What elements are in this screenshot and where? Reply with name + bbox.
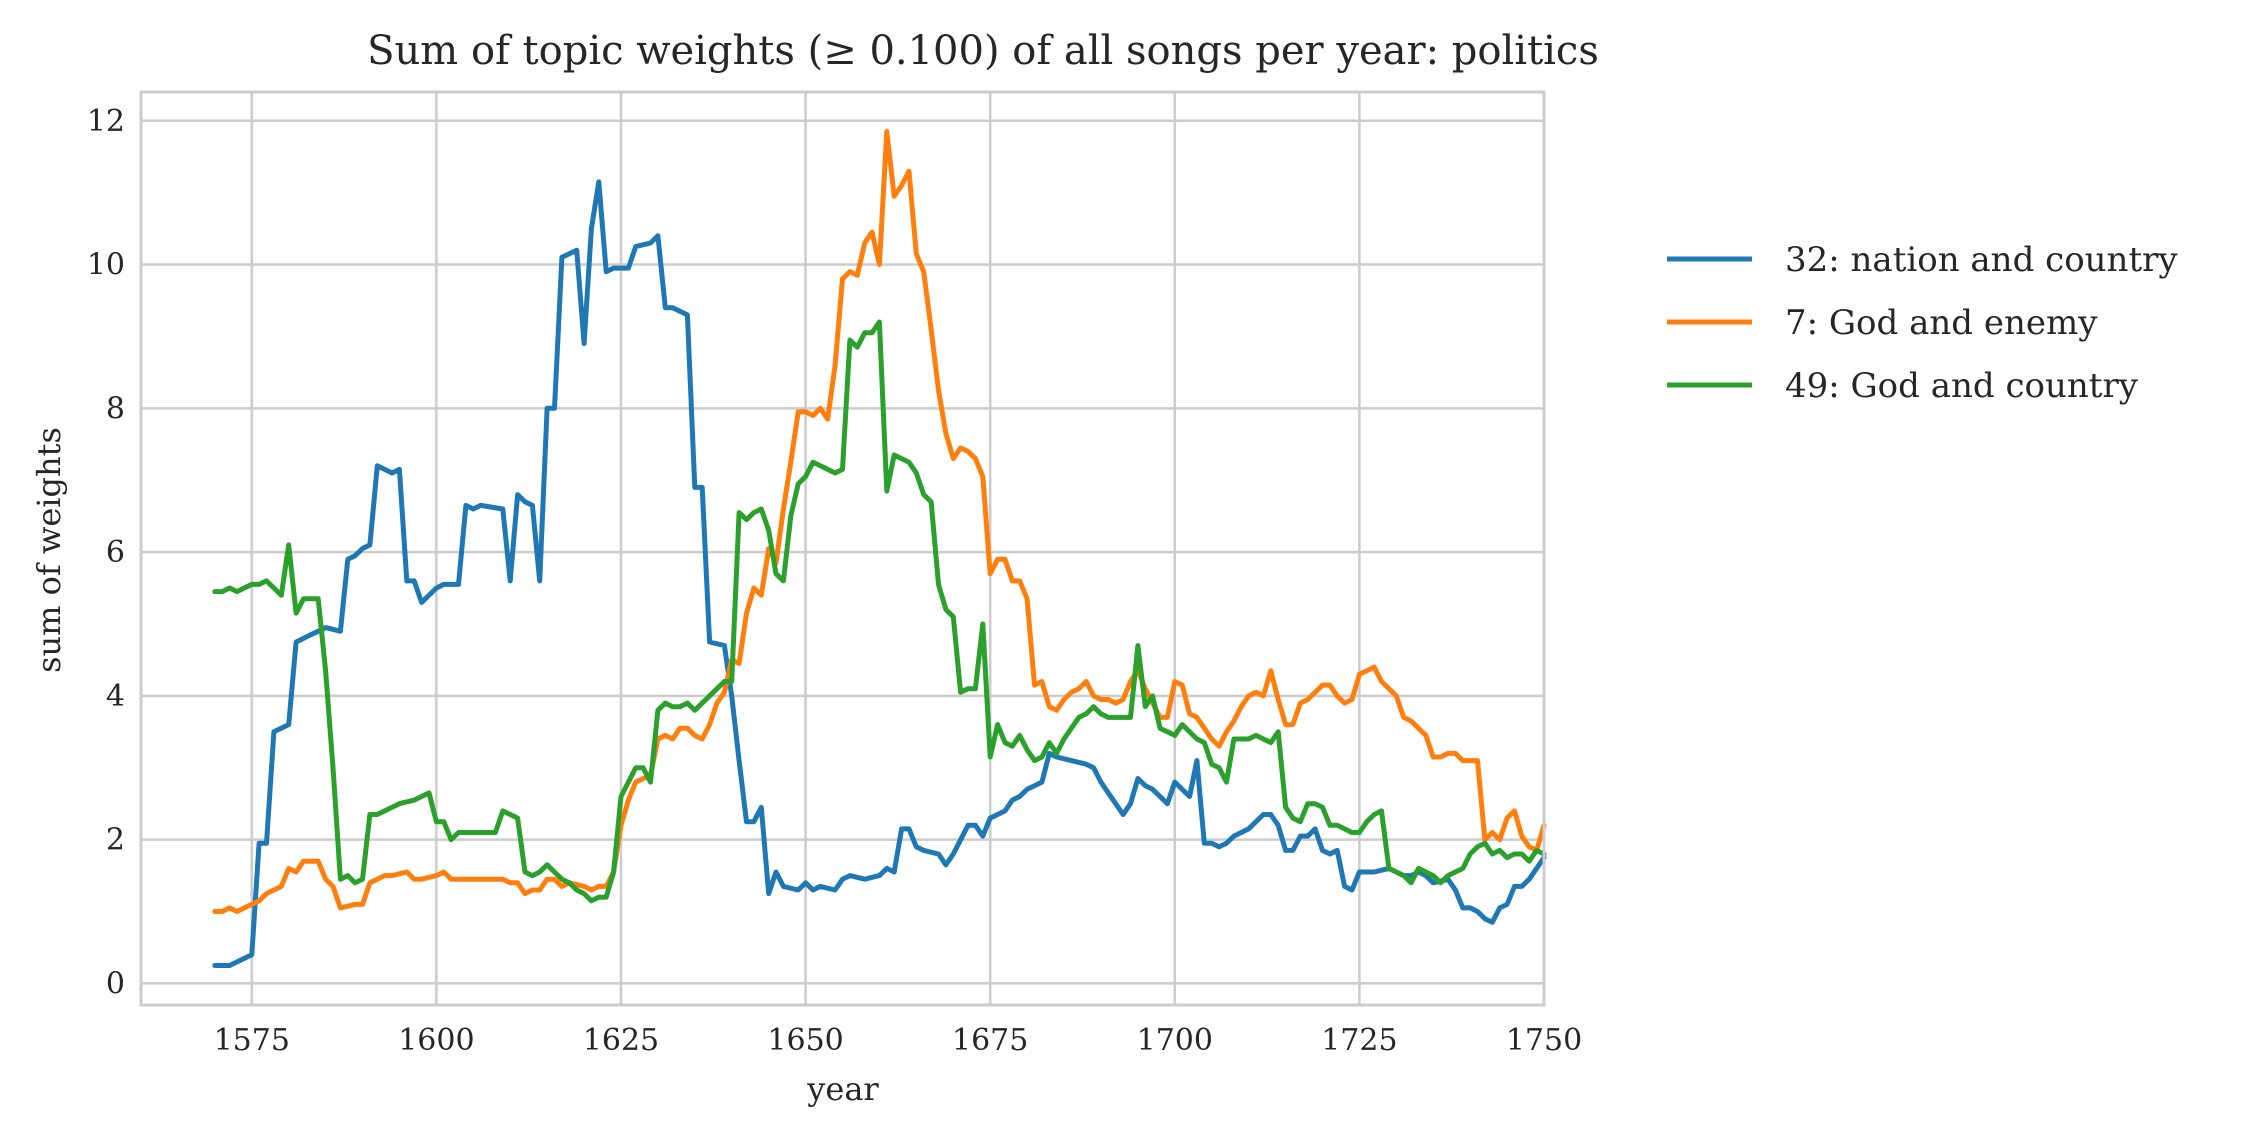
series-line-2 xyxy=(212,129,1547,914)
series-lines xyxy=(212,129,1547,968)
y-tick-labels: 0 2 4 6 8 10 12 xyxy=(87,104,125,1002)
y-tick-label: 6 xyxy=(106,535,125,570)
x-tick-label: 1625 xyxy=(583,1023,659,1058)
x-tick-label: 1575 xyxy=(214,1023,290,1058)
y-tick-label: 12 xyxy=(87,104,125,139)
series-line-1 xyxy=(212,179,1547,968)
legend-label-3: 49: God and country xyxy=(1785,366,2139,406)
legend-label-2: 7: God and enemy xyxy=(1785,303,2098,343)
x-tick-labels: 1575 1600 1625 1650 1675 1700 1725 1750 xyxy=(214,1023,1583,1058)
y-tick-label: 0 xyxy=(106,966,125,1001)
x-tick-label: 1750 xyxy=(1506,1023,1582,1058)
x-tick-label: 1700 xyxy=(1137,1023,1213,1058)
x-tick-label: 1650 xyxy=(767,1023,843,1058)
y-tick-label: 2 xyxy=(106,823,125,858)
legend: 32: nation and country 7: God and enemy 49… xyxy=(1667,240,2178,406)
series-line-3 xyxy=(212,319,1547,904)
chart-title: Sum of topic weights (≥ 0.100) of all so… xyxy=(367,28,1599,74)
x-tick-label: 1600 xyxy=(398,1023,474,1058)
y-axis-label: sum of weights xyxy=(30,427,68,673)
y-gridlines xyxy=(141,119,1544,985)
y-tick-label: 8 xyxy=(106,391,125,426)
legend-label-1: 32: nation and country xyxy=(1785,240,2178,280)
x-tick-label: 1725 xyxy=(1321,1023,1397,1058)
y-tick-label: 4 xyxy=(106,679,125,714)
plot-frame xyxy=(139,90,1546,1007)
x-axis-label: year xyxy=(806,1070,879,1108)
x-tick-label: 1675 xyxy=(952,1023,1028,1058)
y-tick-label: 10 xyxy=(87,248,125,283)
x-gridlines xyxy=(250,92,1546,1005)
